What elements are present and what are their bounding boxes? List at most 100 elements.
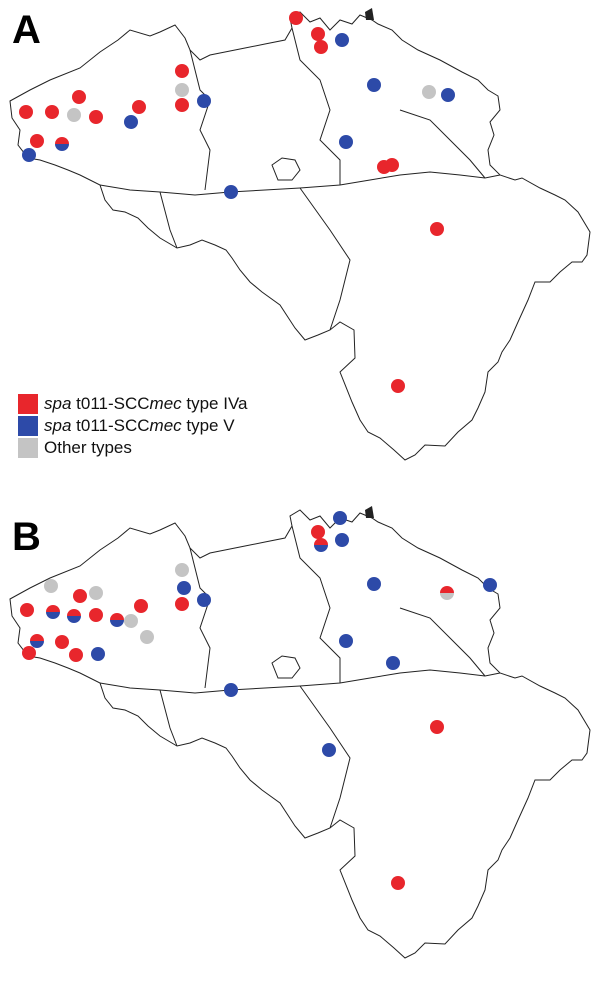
case-marker-mixed bbox=[440, 586, 454, 600]
case-marker-mixed bbox=[314, 538, 328, 552]
case-marker-half bbox=[440, 586, 454, 593]
legend-label-italic: mec bbox=[149, 416, 182, 435]
case-marker-mixed bbox=[110, 613, 124, 627]
case-marker-half bbox=[67, 609, 81, 616]
case-marker bbox=[175, 563, 189, 577]
legend: spa t011-SCCmec type IVa spa t011-SCCmec… bbox=[18, 393, 248, 459]
legend-label-text: t011-SCC bbox=[71, 394, 150, 413]
case-marker bbox=[441, 88, 455, 102]
case-marker-mixed bbox=[55, 137, 69, 151]
case-marker bbox=[391, 876, 405, 890]
region-divider bbox=[99, 171, 501, 196]
panel-label-a: A bbox=[12, 8, 41, 52]
case-marker bbox=[385, 158, 399, 172]
enclave-mark bbox=[365, 8, 374, 20]
case-marker bbox=[175, 64, 189, 78]
legend-swatch-type-iva bbox=[18, 394, 38, 414]
case-marker-half bbox=[46, 612, 60, 619]
legend-swatch-other bbox=[18, 438, 38, 458]
legend-label-italic: spa bbox=[44, 416, 72, 435]
case-marker bbox=[20, 603, 34, 617]
case-marker bbox=[132, 100, 146, 114]
case-marker bbox=[89, 110, 103, 124]
legend-item-type-iva: spa t011-SCCmec type IVa bbox=[18, 393, 248, 415]
legend-item-other: Other types bbox=[18, 437, 248, 459]
legend-label-italic: mec bbox=[149, 394, 182, 413]
enclave-border bbox=[271, 655, 301, 679]
country-border bbox=[9, 11, 591, 461]
case-marker bbox=[335, 533, 349, 547]
case-marker bbox=[224, 683, 238, 697]
legend-label-text: type V bbox=[181, 416, 235, 435]
case-marker bbox=[322, 743, 336, 757]
belgium-map-a bbox=[9, 8, 591, 461]
case-marker bbox=[339, 135, 353, 149]
case-marker bbox=[22, 646, 36, 660]
case-marker bbox=[339, 634, 353, 648]
case-marker bbox=[175, 98, 189, 112]
case-marker bbox=[483, 578, 497, 592]
case-marker bbox=[45, 105, 59, 119]
panel-label-b: B bbox=[12, 515, 41, 559]
case-marker bbox=[89, 608, 103, 622]
case-marker bbox=[72, 90, 86, 104]
case-marker bbox=[69, 648, 83, 662]
case-marker bbox=[175, 597, 189, 611]
case-marker bbox=[289, 11, 303, 25]
legend-item-type-v: spa t011-SCCmec type V bbox=[18, 415, 248, 437]
belgium-map-b bbox=[9, 506, 591, 959]
country-border bbox=[9, 509, 591, 959]
case-marker bbox=[55, 635, 69, 649]
case-marker-half bbox=[55, 137, 69, 144]
case-marker-half bbox=[46, 605, 60, 612]
enclave-mark bbox=[365, 506, 374, 518]
case-marker bbox=[140, 630, 154, 644]
legend-label-text: t011-SCC bbox=[71, 416, 150, 435]
case-marker-half bbox=[30, 634, 44, 641]
case-marker bbox=[177, 581, 191, 595]
map-panel-b: B bbox=[0, 495, 600, 993]
case-marker bbox=[224, 185, 238, 199]
legend-label-text: Other types bbox=[44, 438, 132, 457]
enclave-border bbox=[271, 157, 301, 181]
region-divider bbox=[99, 669, 501, 694]
case-marker bbox=[314, 40, 328, 54]
case-marker bbox=[422, 85, 436, 99]
case-marker-half bbox=[110, 613, 124, 620]
case-marker bbox=[67, 108, 81, 122]
legend-swatch-type-v bbox=[18, 416, 38, 436]
case-marker bbox=[197, 94, 211, 108]
case-marker bbox=[124, 614, 138, 628]
case-marker-half bbox=[55, 144, 69, 151]
case-marker bbox=[430, 720, 444, 734]
case-marker bbox=[333, 511, 347, 525]
case-marker bbox=[391, 379, 405, 393]
case-marker bbox=[22, 148, 36, 162]
case-marker bbox=[311, 27, 325, 41]
case-marker bbox=[197, 593, 211, 607]
case-marker bbox=[134, 599, 148, 613]
legend-label-text: type IVa bbox=[181, 394, 248, 413]
legend-label-italic: spa bbox=[44, 394, 72, 413]
case-marker-half bbox=[314, 545, 328, 552]
case-marker bbox=[124, 115, 138, 129]
case-marker-half bbox=[30, 641, 44, 648]
case-marker bbox=[311, 525, 325, 539]
case-marker bbox=[89, 586, 103, 600]
case-marker bbox=[386, 656, 400, 670]
case-marker bbox=[19, 105, 33, 119]
case-marker bbox=[367, 78, 381, 92]
case-marker bbox=[430, 222, 444, 236]
case-marker bbox=[30, 134, 44, 148]
case-marker bbox=[175, 83, 189, 97]
case-marker-mixed bbox=[46, 605, 60, 619]
case-marker bbox=[335, 33, 349, 47]
case-marker bbox=[44, 579, 58, 593]
case-marker bbox=[367, 577, 381, 591]
case-marker-half bbox=[110, 620, 124, 627]
case-marker-half bbox=[67, 616, 81, 623]
case-marker-half bbox=[314, 538, 328, 545]
case-marker-mixed bbox=[30, 634, 44, 648]
case-marker bbox=[73, 589, 87, 603]
case-marker-half bbox=[440, 593, 454, 600]
